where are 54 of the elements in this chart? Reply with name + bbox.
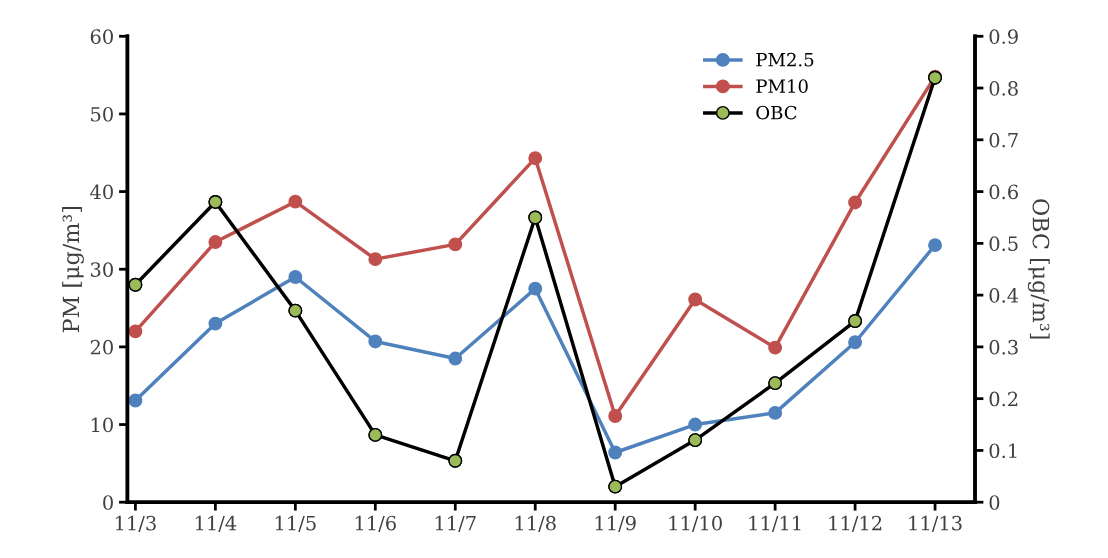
point <box>608 409 623 423</box>
y2-tick-label: 0.4 <box>989 288 1019 303</box>
y2-tick-label: 0 <box>989 495 1000 510</box>
point <box>528 281 543 296</box>
y-tick-label: 30 <box>90 262 113 277</box>
x-tick-label: 11/8 <box>515 515 556 532</box>
y-tick-label: 40 <box>90 184 113 200</box>
x-tick-label: 11/13 <box>909 515 962 532</box>
point <box>688 417 703 432</box>
y2-tick-label: 0.6 <box>989 184 1018 200</box>
y2-tick-label: 0.8 <box>989 81 1018 96</box>
point <box>448 237 463 252</box>
y2-tick-label: 0.7 <box>989 132 1018 148</box>
y-tick-label: 50 <box>91 106 113 122</box>
point <box>288 270 303 284</box>
x-tick-label: 11/10 <box>669 515 722 532</box>
y2-tick-label: 0.9 <box>989 29 1018 44</box>
x-tick-label: 11/7 <box>435 515 476 532</box>
x-tick-label: 11/3 <box>115 515 156 532</box>
point <box>368 252 383 267</box>
point <box>288 194 303 209</box>
y-tick-label: 20 <box>90 339 113 355</box>
point <box>688 292 703 307</box>
point <box>208 316 223 331</box>
point <box>128 324 143 339</box>
y-tick-label: 0 <box>103 495 113 510</box>
x-tick-label: 11/9 <box>595 515 636 532</box>
point <box>608 445 623 460</box>
x-tick-label: 11/12 <box>829 515 882 532</box>
point <box>848 195 863 210</box>
x-tick-label: 11/11 <box>749 515 801 532</box>
y2-axis-title: OBC [μg/m³] <box>1027 199 1050 339</box>
y-tick-label: 10 <box>91 417 113 433</box>
point <box>448 351 463 366</box>
x-tick-label: 11/4 <box>195 515 237 532</box>
point <box>928 238 943 253</box>
point <box>768 340 783 355</box>
point <box>848 335 863 350</box>
y2-tick-label: 0.5 <box>989 236 1018 252</box>
point <box>528 151 543 166</box>
y-axis-title: PM [μg/m³] <box>62 207 84 333</box>
point <box>208 235 223 250</box>
y2-tick-label: 0.3 <box>989 339 1018 355</box>
y2-tick-label: 0.2 <box>989 391 1018 407</box>
y2-tick-label: 0.1 <box>989 443 1017 459</box>
point <box>768 405 783 420</box>
x-tick-label: 11/6 <box>355 515 396 532</box>
legend-label: PM10 <box>756 79 808 93</box>
legend-label: PM2.5 <box>756 52 814 67</box>
y-tick-label: 60 <box>90 29 113 44</box>
point <box>368 334 383 349</box>
x-tick-label: 11/5 <box>275 515 316 532</box>
legend-label: OBC <box>756 105 797 120</box>
point <box>128 393 143 408</box>
